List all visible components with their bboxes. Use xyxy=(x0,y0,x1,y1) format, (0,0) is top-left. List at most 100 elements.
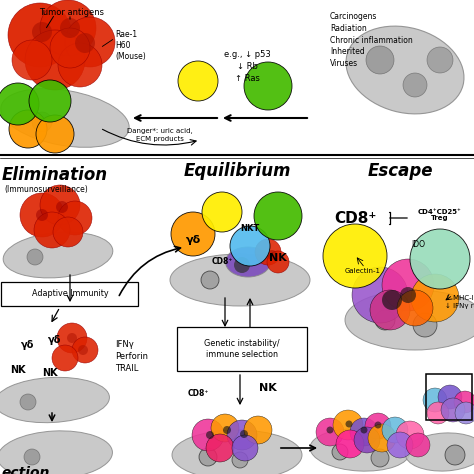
Ellipse shape xyxy=(405,433,474,471)
Circle shape xyxy=(32,112,52,132)
Circle shape xyxy=(178,61,218,101)
Circle shape xyxy=(171,212,215,256)
Circle shape xyxy=(56,201,68,213)
Text: CD8⁺: CD8⁺ xyxy=(334,210,376,226)
Circle shape xyxy=(72,337,98,363)
Text: Equilibrium: Equilibrium xyxy=(183,162,291,180)
Text: Carcinogens
Radiation
Chronic inflammation
Inherited
Viruses: Carcinogens Radiation Chronic inflammati… xyxy=(330,12,413,68)
Text: γδ: γδ xyxy=(21,340,35,350)
FancyBboxPatch shape xyxy=(1,282,138,306)
Circle shape xyxy=(366,46,394,74)
Circle shape xyxy=(58,43,102,87)
Circle shape xyxy=(201,271,219,289)
Circle shape xyxy=(400,287,416,303)
Circle shape xyxy=(223,426,231,434)
Circle shape xyxy=(454,391,474,413)
Ellipse shape xyxy=(172,430,302,474)
Circle shape xyxy=(382,417,408,443)
Circle shape xyxy=(244,416,272,444)
Circle shape xyxy=(371,449,389,467)
Circle shape xyxy=(34,212,70,248)
Circle shape xyxy=(232,435,258,461)
Circle shape xyxy=(32,22,52,42)
Bar xyxy=(426,374,472,420)
Circle shape xyxy=(316,418,344,446)
Circle shape xyxy=(352,267,408,323)
Circle shape xyxy=(25,30,85,90)
Circle shape xyxy=(199,448,217,466)
Text: CD4⁺CD25⁺
Treg: CD4⁺CD25⁺ Treg xyxy=(418,209,462,221)
Circle shape xyxy=(67,333,77,343)
Circle shape xyxy=(445,445,465,465)
Circle shape xyxy=(254,192,302,240)
Circle shape xyxy=(27,249,43,265)
Circle shape xyxy=(8,3,72,67)
Circle shape xyxy=(368,424,396,452)
Circle shape xyxy=(267,251,289,273)
Circle shape xyxy=(244,62,292,110)
Circle shape xyxy=(58,201,92,235)
Circle shape xyxy=(370,290,410,330)
Text: ection: ection xyxy=(2,466,50,474)
Ellipse shape xyxy=(310,429,410,471)
Text: (Immunosurveillance): (Immunosurveillance) xyxy=(4,185,88,194)
Circle shape xyxy=(202,192,242,232)
Circle shape xyxy=(350,418,378,446)
Circle shape xyxy=(336,430,364,458)
Circle shape xyxy=(40,0,96,56)
Circle shape xyxy=(327,427,334,434)
Ellipse shape xyxy=(346,26,464,114)
Circle shape xyxy=(0,83,39,125)
Text: Galectin-1: Galectin-1 xyxy=(345,268,381,274)
Circle shape xyxy=(9,110,47,148)
Text: CD8⁺: CD8⁺ xyxy=(187,389,209,398)
Text: e.g., ↓ p53
↓ Rb
↑ Ras: e.g., ↓ p53 ↓ Rb ↑ Ras xyxy=(224,50,270,82)
Ellipse shape xyxy=(1,89,129,147)
Circle shape xyxy=(423,388,447,412)
Circle shape xyxy=(413,313,437,337)
Circle shape xyxy=(78,345,88,355)
Circle shape xyxy=(441,398,465,422)
Circle shape xyxy=(354,427,380,453)
Circle shape xyxy=(410,229,470,289)
Circle shape xyxy=(36,115,74,153)
Text: Genetic instability/
immune selection: Genetic instability/ immune selection xyxy=(204,339,280,359)
Circle shape xyxy=(411,274,459,322)
Text: Danger*: uric acid,
ECM products: Danger*: uric acid, ECM products xyxy=(127,128,193,142)
Text: Escape: Escape xyxy=(367,162,433,180)
Circle shape xyxy=(206,431,214,439)
Circle shape xyxy=(20,394,36,410)
Circle shape xyxy=(240,430,248,438)
Circle shape xyxy=(52,345,78,371)
Circle shape xyxy=(427,402,449,424)
Circle shape xyxy=(75,33,95,53)
Circle shape xyxy=(230,226,270,266)
Text: Elimination: Elimination xyxy=(2,166,108,184)
Circle shape xyxy=(438,385,462,409)
Text: CD8⁺: CD8⁺ xyxy=(211,257,233,266)
Circle shape xyxy=(40,185,80,225)
Text: NKT: NKT xyxy=(240,224,260,233)
Circle shape xyxy=(255,239,281,265)
Circle shape xyxy=(361,427,367,434)
Ellipse shape xyxy=(345,290,474,350)
Circle shape xyxy=(29,80,71,122)
Text: Adaptive Immunity: Adaptive Immunity xyxy=(32,290,109,299)
Text: γδ: γδ xyxy=(185,235,201,245)
Circle shape xyxy=(57,323,87,353)
Text: NK: NK xyxy=(269,253,287,263)
Ellipse shape xyxy=(226,247,271,277)
Circle shape xyxy=(346,420,353,428)
Text: NK: NK xyxy=(259,383,277,393)
Circle shape xyxy=(267,250,277,260)
Circle shape xyxy=(333,410,363,440)
Circle shape xyxy=(382,259,434,311)
Circle shape xyxy=(234,257,250,273)
Text: NK: NK xyxy=(10,365,26,375)
Circle shape xyxy=(455,402,474,424)
Circle shape xyxy=(396,421,424,449)
Ellipse shape xyxy=(3,232,113,278)
Circle shape xyxy=(53,217,83,247)
Ellipse shape xyxy=(0,377,109,423)
Circle shape xyxy=(232,452,248,468)
